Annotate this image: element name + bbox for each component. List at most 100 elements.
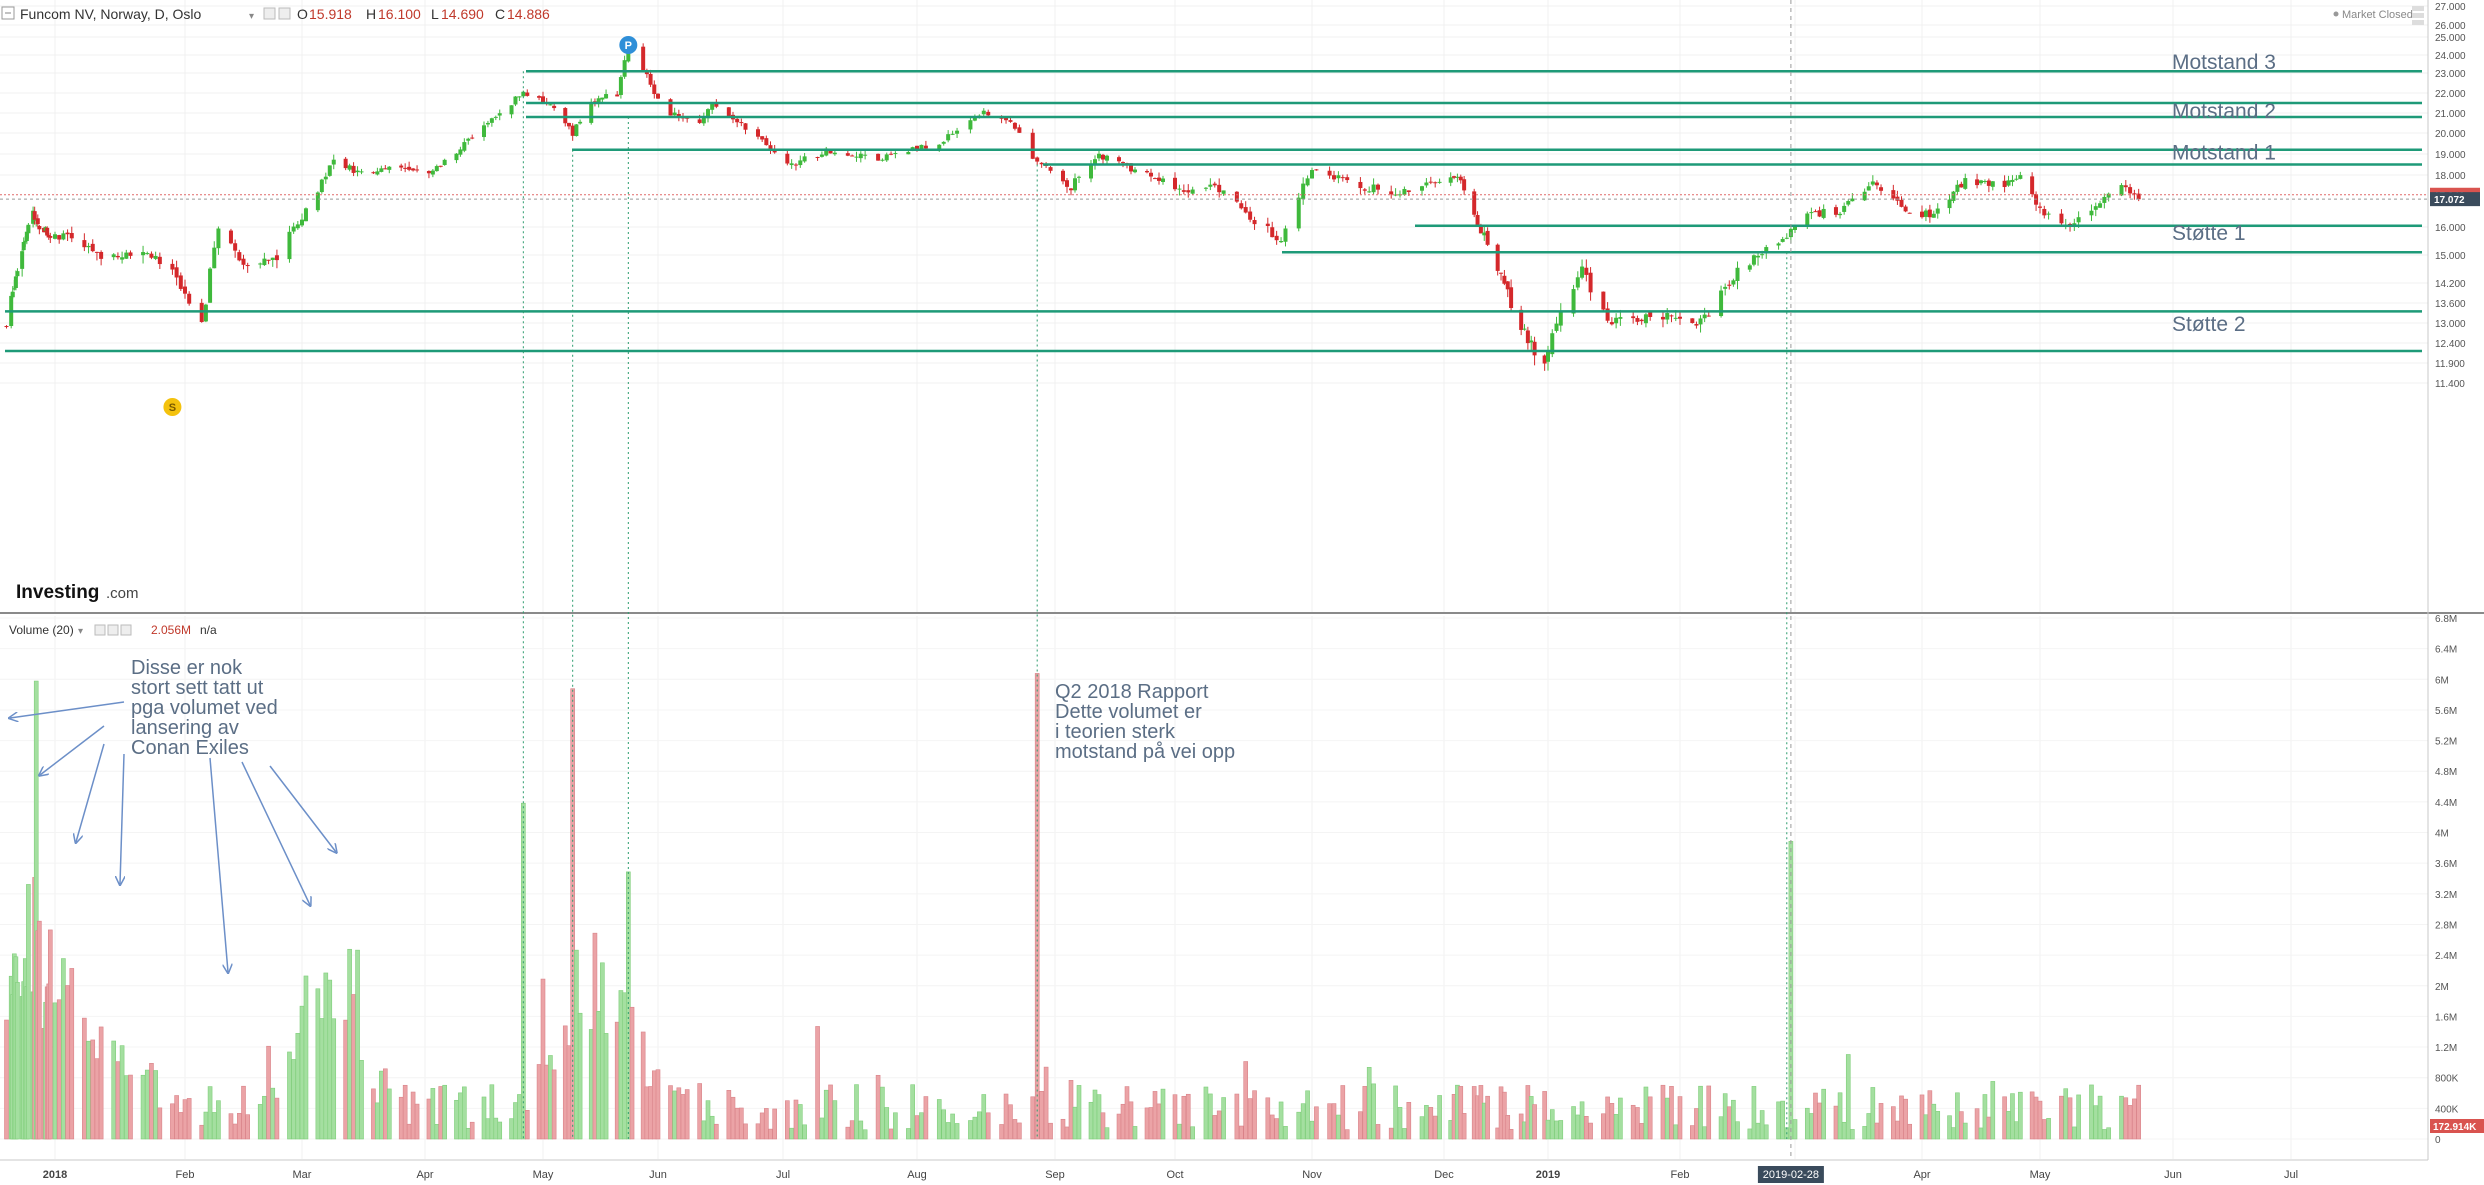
- volume-bar[interactable]: [1331, 1103, 1337, 1140]
- volume-bar[interactable]: [295, 1033, 301, 1140]
- volume-bar[interactable]: [1870, 1087, 1876, 1140]
- volume-bar[interactable]: [37, 920, 42, 1140]
- candle-body[interactable]: [203, 304, 208, 322]
- volume-bar[interactable]: [1690, 1125, 1695, 1140]
- volume-bar[interactable]: [1759, 1110, 1765, 1140]
- candle-body[interactable]: [672, 112, 677, 116]
- volume-bar[interactable]: [1919, 1094, 1925, 1140]
- candle-body[interactable]: [1793, 226, 1797, 230]
- candle-body[interactable]: [2076, 217, 2081, 223]
- candle-body[interactable]: [1920, 211, 1924, 218]
- candle-body[interactable]: [1458, 176, 1463, 181]
- volume-bar[interactable]: [797, 1104, 803, 1140]
- volume-bar[interactable]: [1545, 1119, 1551, 1140]
- candle-body[interactable]: [13, 276, 18, 288]
- volume-bar[interactable]: [1234, 1093, 1240, 1140]
- volume-bar[interactable]: [968, 1120, 973, 1140]
- volume-bar[interactable]: [1955, 1092, 1960, 1140]
- volume-bar[interactable]: [1008, 1104, 1013, 1140]
- candle-body[interactable]: [1975, 179, 1980, 186]
- volume-bar[interactable]: [1238, 1125, 1244, 1140]
- candle-body[interactable]: [94, 251, 99, 253]
- volume-bar[interactable]: [228, 1113, 234, 1140]
- volume-bar[interactable]: [1809, 1113, 1814, 1140]
- volume-bar[interactable]: [1060, 1118, 1066, 1140]
- volume-bar[interactable]: [291, 1059, 296, 1140]
- volume-bar[interactable]: [323, 972, 329, 1140]
- candle-body[interactable]: [48, 235, 53, 238]
- candle-body[interactable]: [403, 167, 408, 169]
- candle-body[interactable]: [426, 171, 431, 174]
- candle-body[interactable]: [21, 241, 26, 251]
- candle-body[interactable]: [1367, 191, 1372, 193]
- volume-bar[interactable]: [1336, 1114, 1341, 1140]
- volume-bar[interactable]: [2106, 1127, 2111, 1140]
- volume-bar[interactable]: [1458, 1086, 1464, 1140]
- volume-bar[interactable]: [347, 948, 352, 1140]
- candle-body[interactable]: [415, 169, 420, 171]
- volume-bar[interactable]: [1804, 1107, 1810, 1140]
- volume-bar[interactable]: [1344, 1129, 1350, 1140]
- candle-body[interactable]: [37, 226, 42, 230]
- close-series-icon[interactable]: [278, 7, 291, 20]
- candle-body[interactable]: [379, 168, 384, 172]
- volume-bar[interactable]: [551, 1069, 557, 1140]
- candle-body[interactable]: [919, 144, 924, 151]
- candle-body[interactable]: [153, 255, 158, 259]
- volume-bar[interactable]: [1677, 1096, 1683, 1140]
- candle-body[interactable]: [1097, 153, 1101, 159]
- candle-body[interactable]: [35, 218, 40, 225]
- volume-bar[interactable]: [1437, 1095, 1442, 1140]
- candle-body[interactable]: [295, 224, 300, 229]
- volume-bar[interactable]: [2136, 1084, 2141, 1140]
- candle-body[interactable]: [2002, 180, 2007, 188]
- candle-body[interactable]: [170, 263, 175, 270]
- volume-bar[interactable]: [1104, 1127, 1110, 1140]
- candle-body[interactable]: [1428, 181, 1433, 183]
- candle-body[interactable]: [237, 252, 242, 261]
- volume-bar[interactable]: [893, 1112, 898, 1140]
- candle-body[interactable]: [915, 145, 919, 150]
- volume-axis[interactable]: 6.8M 6.4M 6M 5.6M 5.2M 4.8M 4.4M 4M 3.6M 3.2M 2.8M…: [2430, 614, 2484, 1146]
- volume-bar[interactable]: [1584, 1116, 1589, 1140]
- volume-bar[interactable]: [1931, 1103, 1937, 1140]
- volume-bar[interactable]: [1190, 1126, 1195, 1140]
- candle-body[interactable]: [355, 170, 360, 173]
- candle-body[interactable]: [1495, 244, 1500, 271]
- volume-bar[interactable]: [730, 1096, 736, 1140]
- candle-body[interactable]: [1509, 287, 1514, 309]
- candle-body[interactable]: [1039, 162, 1044, 165]
- candle-body[interactable]: [706, 109, 710, 119]
- volume-bar[interactable]: [1792, 1119, 1798, 1140]
- candle-body[interactable]: [1478, 226, 1483, 234]
- candle-body[interactable]: [375, 171, 380, 175]
- candle-body[interactable]: [124, 252, 129, 259]
- candle-body[interactable]: [2089, 210, 2094, 216]
- candle-body[interactable]: [485, 122, 490, 125]
- volume-bar[interactable]: [1558, 1120, 1564, 1140]
- candle-body[interactable]: [233, 243, 238, 251]
- candle-body[interactable]: [1008, 120, 1013, 122]
- candle-body[interactable]: [2072, 223, 2077, 225]
- time-axis[interactable]: 2018 Feb Mar Apr May Jun Jul Aug Sep Oct Nov Dec 201…: [43, 1166, 2298, 1183]
- volume-bar[interactable]: [1618, 1097, 1623, 1140]
- volume-bar[interactable]: [614, 1021, 620, 1140]
- volume-bar[interactable]: [2018, 1091, 2023, 1140]
- volume-bar[interactable]: [355, 949, 360, 1140]
- candle-body[interactable]: [1274, 235, 1279, 241]
- volume-bar[interactable]: [668, 1085, 673, 1140]
- candle-body[interactable]: [509, 105, 514, 115]
- candle-body[interactable]: [26, 224, 31, 234]
- candle-body[interactable]: [1575, 277, 1580, 288]
- settings-icon[interactable]: [263, 7, 276, 20]
- volume-bar[interactable]: [1358, 1111, 1363, 1140]
- volume-bar[interactable]: [950, 1113, 955, 1140]
- volume-bar[interactable]: [910, 1084, 915, 1140]
- candle-body[interactable]: [1669, 315, 1674, 317]
- candle-body[interactable]: [622, 60, 627, 77]
- volume-bar[interactable]: [1116, 1113, 1122, 1140]
- volume-bar[interactable]: [854, 1084, 859, 1140]
- volume-bar[interactable]: [923, 1096, 929, 1140]
- volume-bar[interactable]: [1160, 1088, 1166, 1140]
